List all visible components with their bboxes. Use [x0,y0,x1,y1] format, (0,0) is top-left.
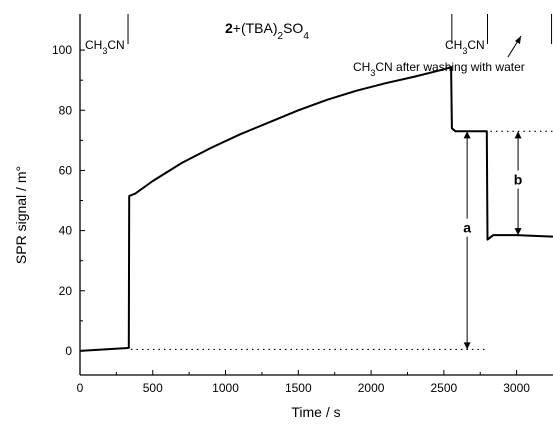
axis-layer: 0 500 1000 1500 2000 2500 3000 0 20 40 60 80 100 [52,14,553,395]
solvent-label-2: CH3CN [445,38,485,56]
x-tick-label: 2000 [358,381,385,395]
x-tick-label: 500 [143,381,163,395]
arrow-b-label: b [514,171,523,187]
arrow-a-head-bottom [463,342,471,350]
x-tick-label: 0 [77,381,84,395]
pointer-arrow-head [515,36,521,44]
annotation-layer: a b CH3CN CH3CN CH3CN after washing with wat… [85,20,526,350]
arrow-a-label-bg [460,218,475,237]
y-tick-label: 20 [59,284,73,298]
y-axis-title: SPR signal / m° [13,166,29,264]
spr-signal-line [79,66,553,352]
x-tick-label: 1000 [212,381,239,395]
solvent-label-3: CH3CN after washing with water [353,60,525,78]
x-tick-label: 2500 [430,381,457,395]
arrow-b-head-top [514,131,522,139]
y-tick-label: 100 [52,43,72,57]
y-tick-label: 60 [59,163,73,177]
solvent-label-1: CH3CN [85,38,125,56]
y-tick-label: 80 [59,103,73,117]
y-tick-label: 40 [59,224,73,238]
series-layer [79,66,553,352]
arrow-a-head-top [463,131,471,139]
y-tick-label: 0 [65,344,72,358]
x-axis-title: Time / s [291,404,340,420]
x-tick-label: 1500 [285,381,312,395]
experiment-title: 2+(TBA)2SO4 [225,20,309,42]
arrow-b-label-bg [511,170,526,189]
x-tick-label: 3000 [503,381,530,395]
arrow-a-label: a [463,220,471,236]
arrow-b-head-bottom [514,228,522,236]
